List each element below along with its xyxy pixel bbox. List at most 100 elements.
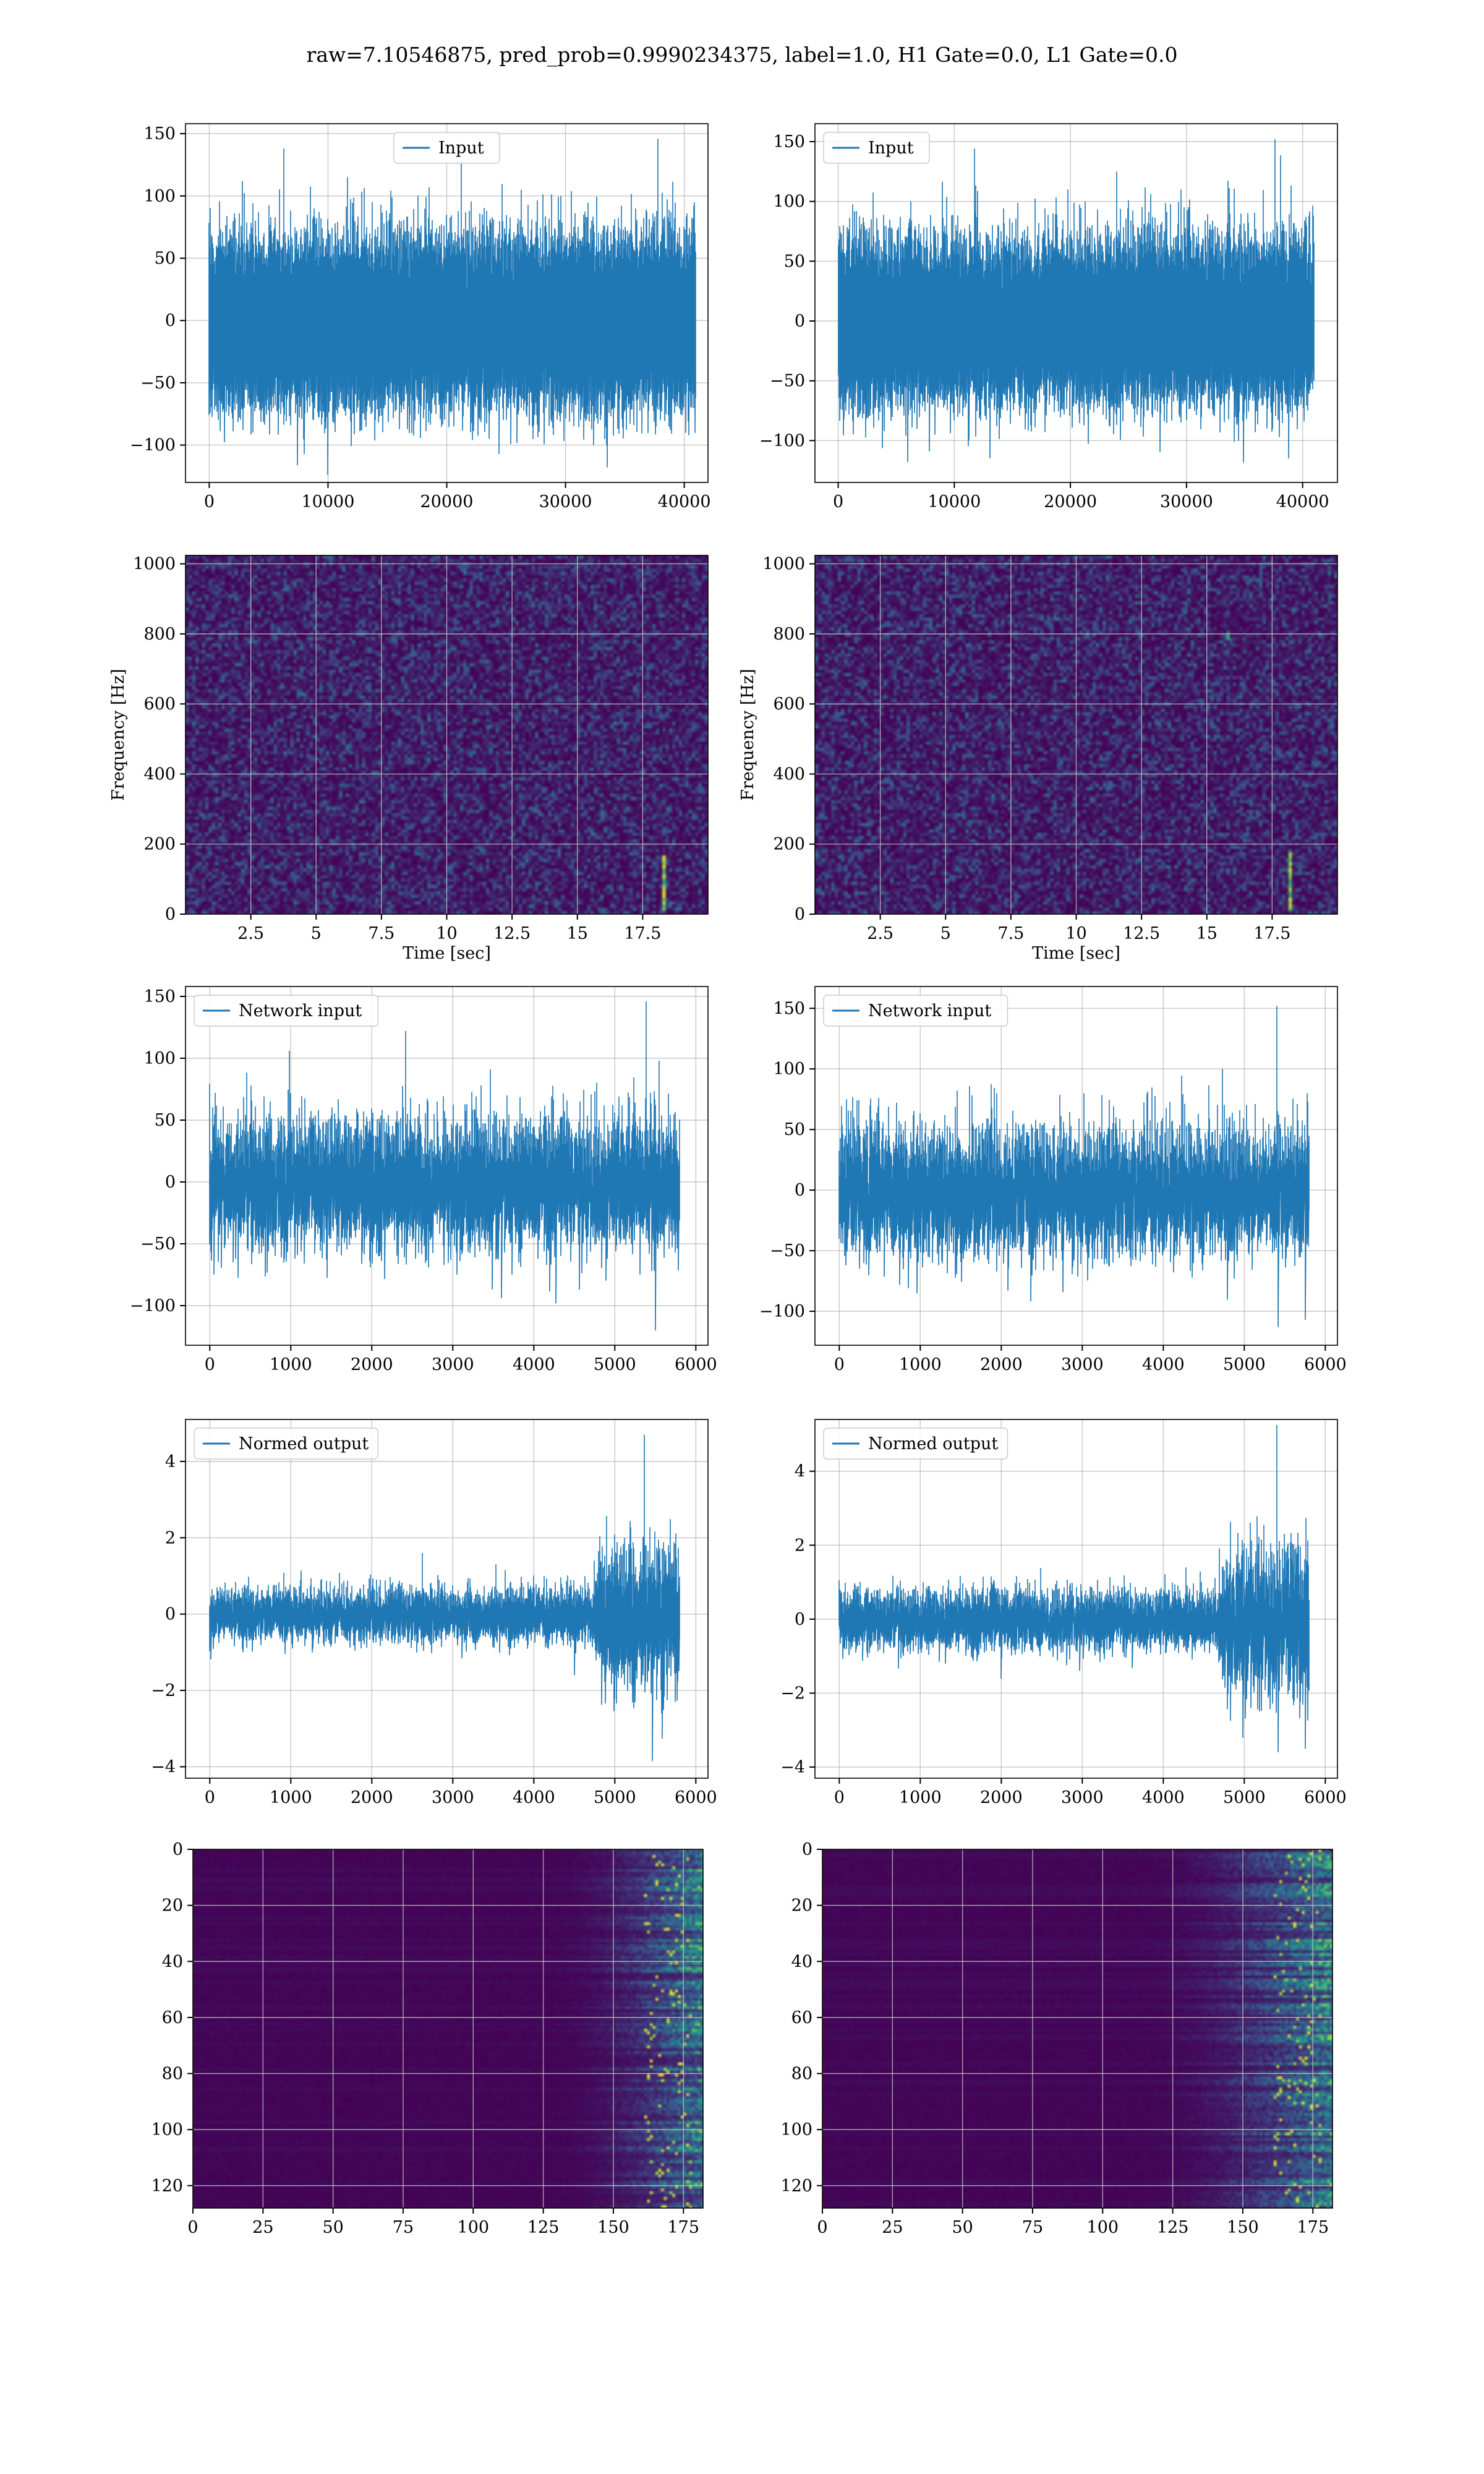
h1-spectrogram-xtick-label-2: 7.5 [368, 924, 394, 943]
l1-normed-output-xtick-label-1: 1000 [899, 1788, 942, 1807]
l1-spectrogram-xtick-label-2: 7.5 [997, 924, 1024, 943]
l1-spectrogram-ytick-label-1: 200 [773, 835, 805, 854]
h1-spectrogram-ytick-label-4: 800 [143, 625, 176, 644]
l1-spectrogram-xtick-label-4: 12.5 [1123, 924, 1160, 943]
h1-normed-output-ytick-label-0: −4 [151, 1757, 176, 1776]
h1-normed-output-xtick-label-4: 4000 [513, 1788, 555, 1807]
h1-input-xtick-label-1: 10000 [302, 492, 355, 511]
h1-normed-output-ytick-label-2: 0 [165, 1605, 176, 1624]
h1-normed-output-ytick-label-4: 4 [165, 1452, 176, 1471]
h1-normed-output-chart: 0 1000 2000 3000 4000 5000 6000 −4 −2 0 2 4 Normed o… [151, 1419, 717, 1807]
h1-network-input-ytick-label-4: 100 [143, 1049, 176, 1068]
h1-feature-map-ytick-label-3: 60 [162, 2008, 183, 2027]
h1-feature-map-ytick-label-4: 80 [162, 2065, 183, 2084]
l1-spectrogram-ytick-label-3: 600 [773, 695, 805, 714]
l1-input-legend-label: Input [868, 139, 914, 158]
h1-input-series-line [208, 139, 696, 475]
h1-feature-map-ytick-label-2: 40 [162, 1952, 183, 1971]
h1-network-input-ytick-label-3: 50 [155, 1111, 176, 1130]
l1-input-xtick-label-3: 30000 [1160, 492, 1213, 511]
h1-network-input-xtick-label-4: 4000 [513, 1355, 555, 1374]
l1-input-ytick-label-5: 150 [773, 132, 805, 152]
h1-spectrogram-ytick-label-3: 600 [143, 695, 176, 714]
l1-feature-map-ytick-label-4: 80 [791, 2065, 812, 2084]
h1-spectrogram-xtick-label-3: 10 [436, 924, 457, 943]
l1-feature-map-xtick-label-7: 175 [1297, 2218, 1329, 2237]
l1-normed-output-xtick-label-2: 2000 [980, 1788, 1023, 1807]
h1-network-input-xtick-label-6: 6000 [675, 1355, 717, 1374]
h1-network-input-xtick-label-0: 0 [205, 1355, 215, 1374]
l1-spectrogram-ytick-label-4: 800 [773, 625, 805, 644]
l1-normed-output-series-line [838, 1425, 1310, 1753]
figure-title: raw=7.10546875, pred_prob=0.9990234375, … [307, 43, 1178, 67]
h1-network-input-xtick-label-3: 3000 [432, 1355, 474, 1374]
l1-network-input-xtick-label-6: 6000 [1304, 1355, 1347, 1374]
l1-network-input-xtick-label-1: 1000 [899, 1355, 942, 1374]
h1-spectrogram-ytick-label-0: 0 [165, 905, 176, 924]
h1-input-xtick-label-0: 0 [204, 492, 215, 511]
h1-feature-map-pixels [193, 1849, 703, 2208]
l1-network-input-xtick-label-3: 3000 [1061, 1355, 1104, 1374]
h1-input-chart: 0 10000 20000 30000 40000 −100 −50 0 50 100 150 Inp… [130, 123, 711, 511]
l1-network-input-axes-frame [814, 986, 1338, 1346]
h1-network-input-ytick-label-0: −100 [130, 1296, 176, 1316]
l1-feature-map-ytick-label-6: 120 [780, 2177, 812, 2196]
l1-input-legend [823, 132, 930, 164]
l1-input-xtick-label-0: 0 [833, 492, 843, 511]
l1-normed-output-ytick-label-3: 2 [795, 1536, 805, 1555]
h1-normed-output-legend [194, 1427, 379, 1460]
h1-input-legend [393, 132, 500, 164]
h1-network-input-ytick-label-2: 0 [165, 1173, 176, 1192]
h1-feature-map-ytick-label-1: 20 [162, 1896, 183, 1915]
h1-feature-map-xtick-label-4: 100 [458, 2218, 490, 2237]
l1-network-input-chart: 0 1000 2000 3000 4000 5000 6000 −100 −50 0 50 100 15… [759, 986, 1347, 1374]
h1-input-ytick-label-1: −50 [140, 374, 176, 393]
l1-feature-map-ytick-label-3: 60 [791, 2008, 812, 2027]
l1-normed-output-xtick-label-4: 4000 [1142, 1788, 1185, 1807]
h1-feature-map-axes-frame [192, 1849, 704, 2209]
h1-normed-output-ytick-label-1: −2 [151, 1681, 176, 1700]
l1-input-ytick-label-0: −100 [759, 431, 805, 450]
h1-normed-output-xtick-label-5: 5000 [594, 1788, 636, 1807]
l1-spectrogram-xtick-label-0: 2.5 [867, 924, 893, 943]
h1-spectrogram-xtick-label-5: 15 [567, 924, 588, 943]
h1-feature-map-ytick-label-6: 120 [151, 2177, 183, 2196]
h1-feature-map-xtick-label-2: 50 [322, 2218, 343, 2237]
h1-normed-output-xtick-label-1: 1000 [270, 1788, 312, 1807]
l1-network-input-series-line [838, 1006, 1310, 1327]
h1-spectrogram-xtick-label-4: 12.5 [493, 924, 531, 943]
l1-normed-output-ytick-label-1: −2 [780, 1684, 805, 1703]
h1-spectrogram-ytick-label-1: 200 [143, 835, 176, 854]
l1-spectrogram-xtick-label-6: 17.5 [1253, 924, 1290, 943]
h1-normed-output-series-line [209, 1434, 680, 1761]
l1-normed-output-axes-frame [814, 1419, 1338, 1779]
l1-network-input-ytick-label-2: 0 [795, 1181, 805, 1200]
h1-feature-map-xtick-label-5: 125 [527, 2218, 560, 2237]
l1-network-input-legend [823, 995, 1009, 1027]
l1-normed-output-legend-label: Normed output [868, 1434, 998, 1453]
h1-input-ytick-label-4: 100 [143, 187, 176, 206]
h1-input-ytick-label-5: 150 [143, 124, 176, 143]
h1-feature-map-xtick-label-6: 150 [597, 2218, 629, 2237]
h1-network-input-axes-frame [185, 986, 709, 1346]
l1-input-ytick-label-1: −50 [770, 372, 805, 391]
l1-feature-map-xtick-label-0: 0 [817, 2218, 827, 2237]
h1-spectrogram-xtick-label-0: 2.5 [237, 924, 264, 943]
l1-input-xtick-label-2: 20000 [1044, 492, 1097, 511]
h1-spectrogram-ytick-label-2: 400 [143, 764, 176, 784]
h1-input-ytick-label-3: 50 [155, 249, 176, 268]
h1-network-input-ytick-label-5: 150 [143, 987, 176, 1006]
h1-network-input-xtick-label-2: 2000 [351, 1355, 393, 1374]
l1-input-chart: 0 10000 20000 30000 40000 −100 −50 0 50 100 150 Inp… [759, 123, 1338, 511]
h1-feature-map-xtick-label-1: 25 [252, 2218, 273, 2237]
l1-input-ytick-label-3: 50 [784, 252, 805, 271]
l1-feature-map-xtick-label-5: 125 [1157, 2218, 1189, 2237]
l1-input-xtick-label-1: 10000 [927, 492, 981, 511]
l1-normed-output-xtick-label-5: 5000 [1223, 1788, 1266, 1807]
l1-feature-map-xtick-label-3: 75 [1022, 2218, 1043, 2237]
h1-spectrogram-ytick-label-5: 1000 [133, 555, 176, 574]
h1-network-input-xtick-label-1: 1000 [270, 1355, 312, 1374]
h1-feature-map-xtick-label-0: 0 [187, 2218, 198, 2237]
l1-normed-output-chart: 0 1000 2000 3000 4000 5000 6000 −4 −2 0 2 4 Normed o… [780, 1419, 1347, 1807]
